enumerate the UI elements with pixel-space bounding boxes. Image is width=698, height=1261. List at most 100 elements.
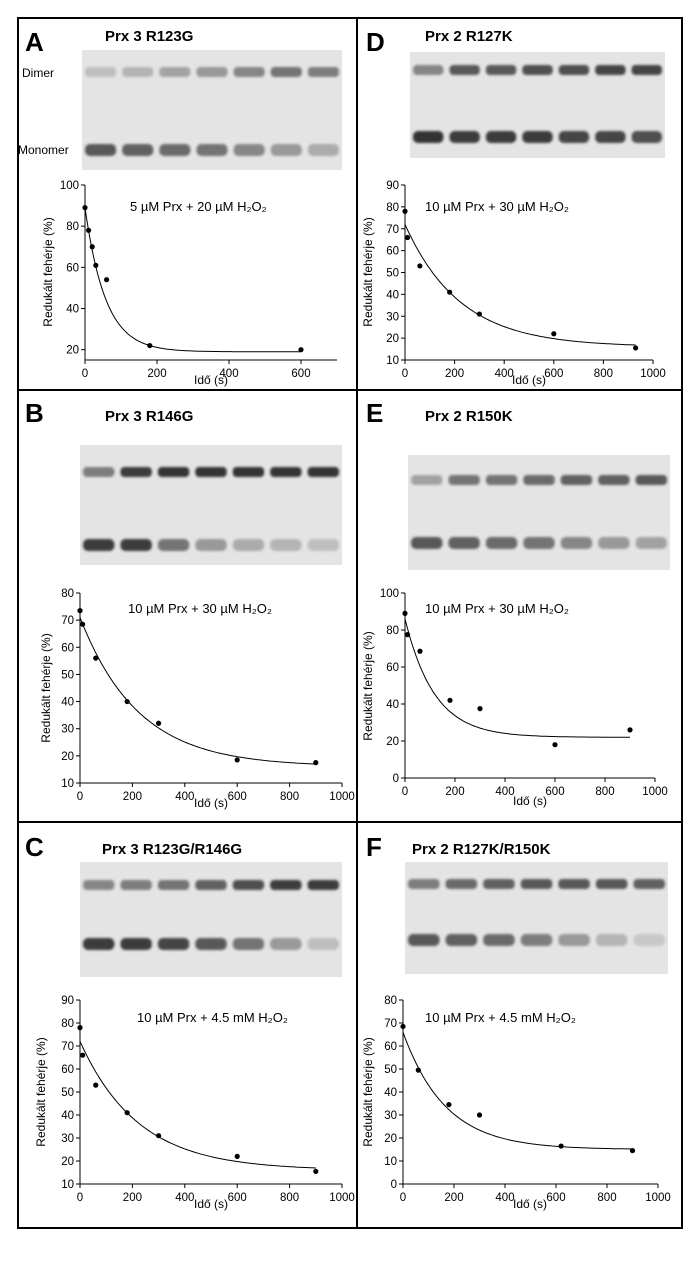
data-point bbox=[476, 1112, 483, 1118]
y-tick-label: 60 bbox=[61, 642, 74, 654]
dimer-band bbox=[83, 880, 115, 890]
monomer-band bbox=[270, 539, 302, 551]
dimer-band bbox=[483, 879, 515, 889]
panel-d-letter: D bbox=[366, 27, 385, 57]
data-point bbox=[147, 342, 153, 349]
y-tick-label: 20 bbox=[386, 333, 399, 345]
dimer-band bbox=[633, 879, 665, 889]
panel-e-letter: E bbox=[366, 398, 383, 428]
monomer-band bbox=[270, 144, 302, 156]
data-point bbox=[400, 1023, 406, 1030]
y-tick-label: 100 bbox=[380, 588, 399, 600]
y-tick-label: 80 bbox=[386, 625, 399, 637]
fit-curve bbox=[79, 617, 316, 765]
monomer-band bbox=[520, 934, 553, 946]
data-point bbox=[551, 331, 557, 337]
gel-a-dimer-label: Dimer bbox=[22, 66, 54, 80]
data-point bbox=[629, 1148, 636, 1154]
chart-b-ylabel: Redukált fehérje (%) bbox=[39, 633, 53, 742]
x-tick-label: 1000 bbox=[329, 791, 355, 803]
dimer-band bbox=[485, 475, 518, 485]
data-point bbox=[77, 1025, 83, 1031]
gel-image-c bbox=[80, 862, 342, 977]
x-tick-label: 0 bbox=[402, 786, 408, 798]
monomer-band bbox=[196, 144, 228, 156]
x-tick-label: 200 bbox=[444, 1192, 463, 1204]
monomer-band bbox=[449, 131, 480, 143]
y-tick-label: 60 bbox=[386, 246, 399, 258]
data-point bbox=[558, 1143, 564, 1149]
gel-background bbox=[405, 862, 668, 974]
data-point bbox=[402, 208, 408, 214]
data-point bbox=[124, 698, 130, 705]
dimer-band bbox=[157, 467, 190, 477]
chart-b-annotation: 10 µM Prx + 30 µM H₂O₂ bbox=[128, 601, 272, 616]
y-tick-label: 30 bbox=[384, 1110, 397, 1122]
data-point bbox=[477, 706, 483, 712]
x-tick-label: 800 bbox=[597, 1192, 616, 1204]
dimer-band bbox=[120, 467, 152, 477]
dimer-band bbox=[233, 67, 265, 77]
data-point bbox=[447, 697, 453, 703]
monomer-band bbox=[595, 131, 626, 143]
data-point bbox=[234, 1153, 240, 1159]
y-tick-label: 60 bbox=[61, 1064, 74, 1076]
dimer-band bbox=[520, 879, 553, 889]
data-point bbox=[93, 1082, 99, 1088]
data-point bbox=[552, 742, 558, 748]
y-tick-label: 50 bbox=[384, 1064, 397, 1076]
y-tick-label: 20 bbox=[66, 345, 79, 357]
data-point bbox=[404, 632, 411, 638]
chart-a: 5 µM Prx + 20 µM H₂O₂ Idő (s) Redukált f… bbox=[41, 180, 337, 387]
data-point bbox=[476, 311, 482, 317]
panel-b: B Prx 3 R146G 10 µM Prx + 30 µM H₂O₂ Idő… bbox=[25, 398, 355, 810]
y-tick-label: 90 bbox=[386, 180, 399, 192]
monomer-band bbox=[307, 539, 339, 551]
x-tick-label: 400 bbox=[219, 368, 238, 380]
gel-image-b bbox=[80, 445, 342, 565]
x-tick-label: 400 bbox=[495, 786, 514, 798]
x-tick-label: 0 bbox=[77, 1192, 83, 1204]
gel-image-f bbox=[405, 862, 668, 974]
y-tick-label: 30 bbox=[386, 311, 399, 323]
monomer-band bbox=[83, 539, 115, 551]
chart-e-annotation: 10 µM Prx + 30 µM H₂O₂ bbox=[425, 601, 569, 616]
monomer-band bbox=[635, 537, 667, 549]
panel-b-letter: B bbox=[25, 398, 44, 428]
dimer-band bbox=[196, 67, 228, 77]
panel-c: C Prx 3 R123G/R146G 10 µM Prx + 4.5 mM H… bbox=[25, 832, 355, 1211]
panel-e: E Prx 2 R150K 10 µM Prx + 30 µM H₂O₂ Idő… bbox=[361, 398, 670, 808]
data-point bbox=[93, 262, 99, 268]
monomer-band bbox=[558, 131, 590, 143]
dimer-band bbox=[232, 880, 265, 890]
fit-curve bbox=[404, 224, 636, 346]
x-tick-label: 200 bbox=[123, 791, 142, 803]
panel-a-letter: A bbox=[25, 27, 44, 57]
monomer-band bbox=[120, 539, 152, 551]
y-tick-label: 10 bbox=[386, 355, 399, 367]
monomer-band bbox=[307, 938, 339, 950]
y-tick-label: 50 bbox=[61, 669, 74, 681]
x-tick-label: 800 bbox=[280, 1192, 299, 1204]
chart-b-xlabel: Idő (s) bbox=[194, 796, 228, 810]
chart-d: 10 µM Prx + 30 µM H₂O₂ Idő (s) Redukált … bbox=[361, 180, 666, 387]
y-tick-label: 80 bbox=[386, 202, 399, 214]
monomer-band bbox=[522, 131, 553, 143]
x-tick-label: 0 bbox=[400, 1192, 406, 1204]
chart-c-xlabel: Idő (s) bbox=[194, 1197, 228, 1211]
x-tick-label: 400 bbox=[175, 791, 194, 803]
y-tick-label: 60 bbox=[384, 1041, 397, 1053]
gel-background bbox=[408, 455, 670, 570]
y-tick-label: 20 bbox=[386, 736, 399, 748]
dimer-band bbox=[635, 475, 667, 485]
panel-a-title: Prx 3 R123G bbox=[105, 28, 193, 45]
dimer-band bbox=[558, 879, 590, 889]
dimer-band bbox=[307, 880, 339, 890]
chart-f: 10 µM Prx + 4.5 mM H₂O₂ Idő (s) Redukált… bbox=[361, 995, 671, 1211]
panel-c-title: Prx 3 R123G/R146G bbox=[102, 841, 242, 858]
dimer-band bbox=[122, 67, 154, 77]
x-tick-label: 1000 bbox=[642, 786, 668, 798]
chart-c: 10 µM Prx + 4.5 mM H₂O₂ Idő (s) Redukált… bbox=[34, 995, 355, 1211]
y-tick-label: 30 bbox=[61, 1133, 74, 1145]
x-tick-label: 800 bbox=[280, 791, 299, 803]
